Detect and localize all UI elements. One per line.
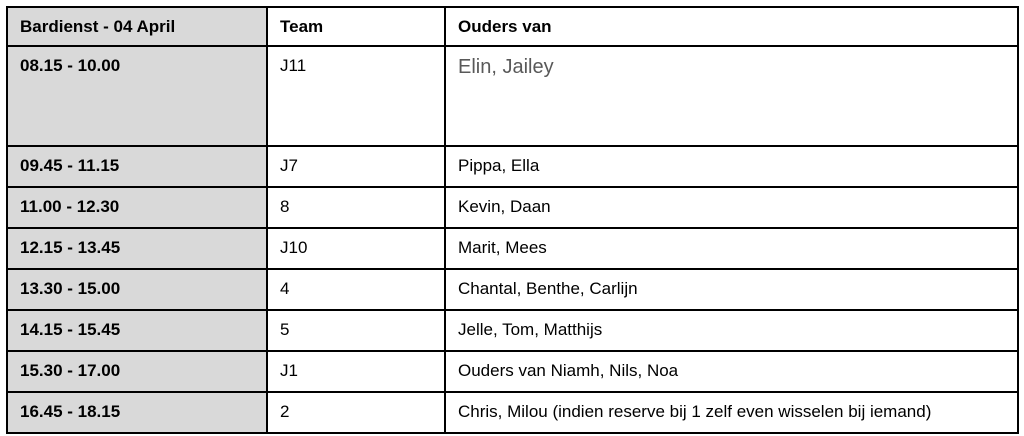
- team-cell: J11: [266, 45, 446, 148]
- time-slot-cell: 15.30 - 17.00: [6, 350, 268, 394]
- parents-cell: Marit, Mees: [444, 227, 1019, 271]
- table-row: 14.15 - 15.45 5 Jelle, Tom, Matthijs: [6, 309, 1019, 353]
- team-cell: 2: [266, 391, 446, 435]
- parents-cell: Chris, Milou (indien reserve bij 1 zelf …: [444, 391, 1019, 435]
- team-cell: 8: [266, 186, 446, 230]
- parents-cell: Ouders van Niamh, Nils, Noa: [444, 350, 1019, 394]
- parents-cell: Jelle, Tom, Matthijs: [444, 309, 1019, 353]
- time-slot-cell: 08.15 - 10.00: [6, 45, 268, 148]
- table-header: Bardienst - 04 April Team Ouders van: [6, 5, 1019, 48]
- team-cell: J7: [266, 145, 446, 189]
- header-ouders-van: Ouders van: [444, 5, 1019, 48]
- table-body: 08.15 - 10.00 J11 Elin, Jailey 09.45 - 1…: [6, 45, 1019, 435]
- parents-cell: Kevin, Daan: [444, 186, 1019, 230]
- team-cell: J1: [266, 350, 446, 394]
- time-slot-cell: 09.45 - 11.15: [6, 145, 268, 189]
- table-row: 08.15 - 10.00 J11 Elin, Jailey: [6, 45, 1019, 148]
- header-team: Team: [266, 5, 446, 48]
- time-slot-cell: 11.00 - 12.30: [6, 186, 268, 230]
- parents-cell: Chantal, Benthe, Carlijn: [444, 268, 1019, 312]
- team-cell: 5: [266, 309, 446, 353]
- table-row: 09.45 - 11.15 J7 Pippa, Ella: [6, 145, 1019, 189]
- time-slot-cell: 12.15 - 13.45: [6, 227, 268, 271]
- team-cell: J10: [266, 227, 446, 271]
- header-bardienst-date: Bardienst - 04 April: [6, 5, 268, 48]
- table-row: 12.15 - 13.45 J10 Marit, Mees: [6, 227, 1019, 271]
- table-row: 13.30 - 15.00 4 Chantal, Benthe, Carlijn: [6, 268, 1019, 312]
- parents-cell: Elin, Jailey: [444, 45, 1019, 148]
- header-row: Bardienst - 04 April Team Ouders van: [6, 5, 1019, 48]
- time-slot-cell: 13.30 - 15.00: [6, 268, 268, 312]
- table-row: 11.00 - 12.30 8 Kevin, Daan: [6, 186, 1019, 230]
- parents-cell: Pippa, Ella: [444, 145, 1019, 189]
- time-slot-cell: 16.45 - 18.15: [6, 391, 268, 435]
- team-cell: 4: [266, 268, 446, 312]
- time-slot-cell: 14.15 - 15.45: [6, 309, 268, 353]
- bardienst-schedule-table: Bardienst - 04 April Team Ouders van 08.…: [6, 5, 1019, 435]
- table-row: 16.45 - 18.15 2 Chris, Milou (indien res…: [6, 391, 1019, 435]
- table-row: 15.30 - 17.00 J1 Ouders van Niamh, Nils,…: [6, 350, 1019, 394]
